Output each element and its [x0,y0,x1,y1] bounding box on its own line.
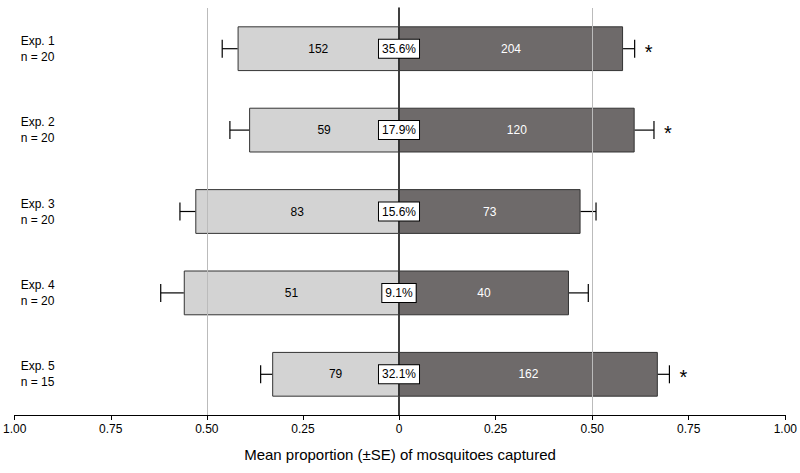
svg-text:35.6%: 35.6% [382,42,416,56]
svg-text:79: 79 [329,367,343,381]
svg-text:0.50: 0.50 [195,422,219,436]
svg-text:n = 20: n = 20 [21,213,55,227]
svg-text:1.00: 1.00 [3,422,27,436]
svg-text:0: 0 [396,422,403,436]
svg-text:Exp. 5: Exp. 5 [21,359,55,373]
svg-text:152: 152 [308,42,328,56]
svg-text:*: * [664,122,672,144]
svg-text:0.25: 0.25 [484,422,508,436]
svg-text:120: 120 [507,123,527,137]
svg-text:n = 20: n = 20 [21,294,55,308]
svg-text:162: 162 [518,367,538,381]
svg-text:Exp. 3: Exp. 3 [21,197,55,211]
svg-text:0.75: 0.75 [677,422,701,436]
svg-text:1.00: 1.00 [774,422,798,436]
svg-text:32.1%: 32.1% [382,367,416,381]
svg-text:*: * [680,366,688,388]
svg-text:n = 15: n = 15 [21,375,55,389]
svg-text:Exp. 1: Exp. 1 [21,34,55,48]
svg-text:*: * [645,41,653,63]
svg-text:n = 20: n = 20 [21,50,55,64]
svg-text:Exp. 2: Exp. 2 [21,115,55,129]
svg-text:0.75: 0.75 [99,422,123,436]
svg-text:73: 73 [483,205,497,219]
svg-text:40: 40 [477,286,491,300]
svg-text:Mean proportion (±SE) of mosqu: Mean proportion (±SE) of mosquitoes capt… [244,446,556,463]
svg-text:59: 59 [317,123,331,137]
svg-text:83: 83 [290,205,304,219]
svg-text:204: 204 [501,42,521,56]
svg-text:0.50: 0.50 [580,422,604,436]
svg-text:9.1%: 9.1% [385,286,413,300]
svg-text:n = 20: n = 20 [21,131,55,145]
svg-text:51: 51 [285,286,299,300]
svg-text:15.6%: 15.6% [382,205,416,219]
svg-text:0.25: 0.25 [291,422,315,436]
svg-text:17.9%: 17.9% [382,123,416,137]
svg-text:Exp. 4: Exp. 4 [21,278,55,292]
